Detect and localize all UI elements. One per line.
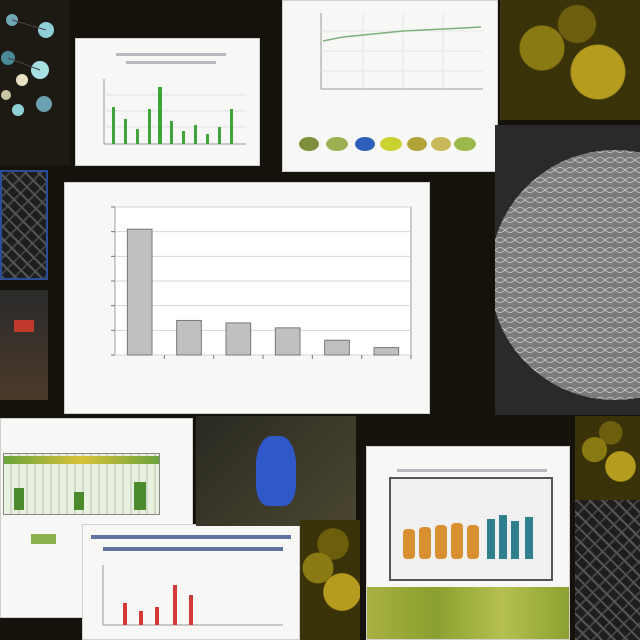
bar-4 bbox=[324, 339, 350, 356]
molecule-dots-icon bbox=[1, 14, 54, 116]
bar-0 bbox=[126, 228, 153, 356]
leaf-image-tile bbox=[500, 0, 640, 120]
seedling-photo bbox=[3, 453, 160, 515]
mesh-sphere-tile bbox=[495, 125, 640, 415]
lab-image-tile bbox=[0, 290, 48, 400]
bar-1 bbox=[176, 319, 202, 356]
main-bar-chart bbox=[111, 206, 412, 359]
bar-3 bbox=[274, 327, 301, 356]
fruit-thumbnails bbox=[299, 137, 476, 151]
fruit-row-image bbox=[367, 587, 569, 639]
bar-2 bbox=[225, 322, 252, 356]
mesh-sphere-icon bbox=[495, 150, 640, 400]
line-chart-panel bbox=[282, 0, 498, 172]
main-bar-chart-panel bbox=[64, 182, 430, 414]
fruit-bar-figure bbox=[389, 477, 553, 581]
red-chart-panel bbox=[82, 524, 300, 640]
figurine-image-tile bbox=[196, 416, 356, 526]
leaf-mosaic-tile bbox=[0, 170, 48, 280]
yellow-image-tile bbox=[300, 520, 360, 640]
fruit-chart-panel bbox=[366, 446, 570, 640]
leaf-mesh-tile bbox=[575, 500, 640, 640]
line-chart bbox=[299, 13, 483, 151]
bar-5 bbox=[373, 347, 400, 356]
corner-image-tile bbox=[575, 416, 640, 500]
red-bar-chart bbox=[102, 565, 283, 626]
small-bar-chart bbox=[103, 79, 246, 145]
small-bar-chart-panel bbox=[75, 38, 260, 166]
molecule-dots-tile bbox=[0, 0, 70, 165]
